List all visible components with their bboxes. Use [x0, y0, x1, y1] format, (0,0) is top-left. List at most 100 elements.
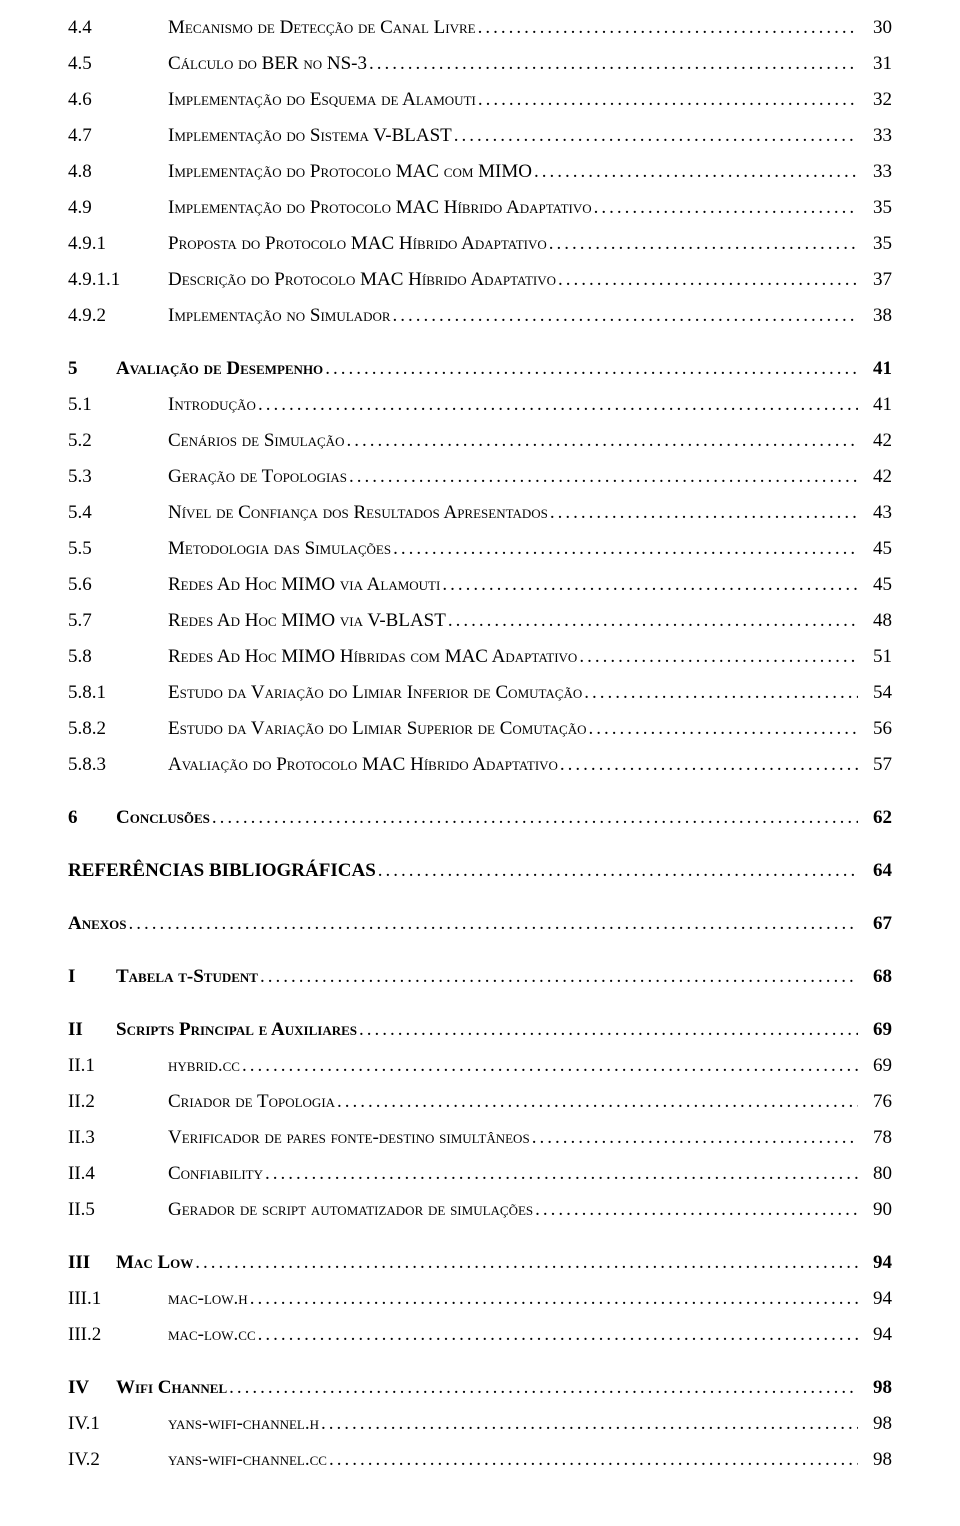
toc-entry-number: 5.6 — [68, 575, 154, 594]
toc-entry-number: 5.2 — [68, 431, 154, 450]
toc-entry-number: 5 — [68, 359, 102, 378]
toc-entry-page: 41 — [858, 395, 892, 414]
toc-entry-page: 90 — [858, 1200, 892, 1219]
toc-entry-page: 41 — [858, 359, 892, 378]
toc-entry: 4.6Implementação do Esquema de Alamouti.… — [68, 90, 892, 109]
toc-entry-title: Criador de Topologia — [168, 1092, 335, 1111]
toc-dot-leader: ........................................… — [558, 755, 858, 774]
toc-entry-number: IV.2 — [68, 1450, 154, 1469]
toc-entry-page: 56 — [858, 719, 892, 738]
toc-entry-number: 5.8.2 — [68, 719, 154, 738]
toc-entry-title: Implementação no Simulador — [168, 306, 391, 325]
toc-entry-title: Implementação do Protocolo MAC Híbrido A… — [168, 198, 592, 217]
toc-dot-leader: ........................................… — [323, 359, 858, 378]
toc-entry-page: 94 — [858, 1289, 892, 1308]
toc-entry-page: 80 — [858, 1164, 892, 1183]
toc-dot-leader: ........................................… — [193, 1253, 858, 1272]
toc-entry-number: 5.8.1 — [68, 683, 154, 702]
toc-entry-title: Tabela t-Student — [116, 967, 258, 986]
toc-entry-number: 4.9.2 — [68, 306, 154, 325]
toc-entry-page: 78 — [858, 1128, 892, 1147]
toc-entry: III Mac Low..............................… — [68, 1253, 892, 1272]
toc-entry-number: II.4 — [68, 1164, 154, 1183]
toc-entry-number: 4.9.1 — [68, 234, 154, 253]
toc-entry-title: hybrid.cc — [168, 1056, 240, 1075]
toc-entry-title: Implementação do Protocolo MAC com MIMO — [168, 162, 532, 181]
page-container: 4.4 Mecanismo de Detecção de Canal Livre.… — [0, 0, 960, 1526]
toc-entry-title: Descrição do Protocolo MAC Híbrido Adapt… — [168, 270, 556, 289]
toc-entry: 5.8Redes Ad Hoc MIMO Híbridas com MAC Ad… — [68, 647, 892, 666]
toc-dot-leader: ........................................… — [344, 431, 858, 450]
toc-dot-leader: ........................................… — [440, 575, 858, 594]
toc-dot-leader: ........................................… — [127, 914, 858, 933]
toc-entry-page: 69 — [858, 1020, 892, 1039]
toc-dot-leader: ........................................… — [476, 18, 858, 37]
toc-entry-title: Geração de Topologias — [168, 467, 347, 486]
toc-entry-number: II.3 — [68, 1128, 154, 1147]
toc-entry-number: 5.5 — [68, 539, 154, 558]
toc-entry-number: 4.8 — [68, 162, 154, 181]
toc-entry-number: III — [68, 1253, 102, 1272]
toc-entry-title: Implementação do Sistema V-BLAST — [168, 126, 452, 145]
toc-entry: 4.8 Implementação do Protocolo MAC com MI… — [68, 162, 892, 181]
toc-entry: IIScripts Principal e Auxiliares........… — [68, 1020, 892, 1039]
toc-entry-title: Wifi Channel — [116, 1378, 227, 1397]
toc-entry: 5.8.3Avaliação do Protocolo MAC Híbrido … — [68, 755, 892, 774]
toc-entry-page: 38 — [858, 306, 892, 325]
toc-entry-number: II — [68, 1020, 102, 1039]
toc-entry-page: 69 — [858, 1056, 892, 1075]
toc-dot-leader: ........................................… — [347, 467, 858, 486]
toc-entry-page: 35 — [858, 234, 892, 253]
toc-dot-leader: ........................................… — [367, 54, 858, 73]
toc-dot-leader: ........................................… — [582, 683, 858, 702]
toc-entry-page: 45 — [858, 575, 892, 594]
toc-entry-page: 35 — [858, 198, 892, 217]
toc-entry-title: Introdução — [168, 395, 256, 414]
toc-entry: 5.7Redes Ad Hoc MIMO via V-BLAST........… — [68, 611, 892, 630]
toc-dot-leader: ........................................… — [376, 861, 858, 880]
toc-entry: 5.8.1Estudo da Variação do Limiar Inferi… — [68, 683, 892, 702]
toc-dot-leader: ........................................… — [256, 395, 858, 414]
toc-entry-number: IV — [68, 1378, 102, 1397]
toc-entry-number: II.1 — [68, 1056, 154, 1075]
toc-dot-leader: ........................................… — [556, 270, 858, 289]
toc-entry-title: yans-wifi-channel.cc — [168, 1450, 327, 1469]
toc-entry-number: 5.8.3 — [68, 755, 154, 774]
toc-entry-title: Metodologia das Simulações — [168, 539, 391, 558]
toc-entry-title: REFERÊNCIAS BIBLIOGRÁFICAS — [68, 861, 376, 880]
toc-entry-page: 57 — [858, 755, 892, 774]
toc-entry-number: 4.4 — [68, 18, 154, 37]
toc-entry-number: 5.4 — [68, 503, 154, 522]
toc-entry: 4.9Implementação do Protocolo MAC Híbrid… — [68, 198, 892, 217]
toc-entry-title: Anexos — [68, 914, 127, 933]
toc-entry-page: 42 — [858, 467, 892, 486]
toc-entry: 6Conclusões.............................… — [68, 808, 892, 827]
toc-entry-title: Implementação do Esquema de Alamouti — [168, 90, 476, 109]
toc-dot-leader: ........................................… — [532, 162, 858, 181]
toc-dot-leader: ........................................… — [452, 126, 858, 145]
toc-entry-page: 48 — [858, 611, 892, 630]
toc-entry-page: 43 — [858, 503, 892, 522]
toc-entry-page: 37 — [858, 270, 892, 289]
toc-entry: 5.8.2Estudo da Variação do Limiar Superi… — [68, 719, 892, 738]
toc-dot-leader: ........................................… — [248, 1289, 858, 1308]
toc-entry-title: Gerador de script automatizador de simul… — [168, 1200, 533, 1219]
toc-dot-leader: ........................................… — [258, 967, 858, 986]
toc-entry-number: 4.9.1.1 — [68, 270, 154, 289]
toc-entry-page: 76 — [858, 1092, 892, 1111]
toc-dot-leader: ........................................… — [592, 198, 858, 217]
toc-entry-title: Mac Low — [116, 1253, 193, 1272]
toc-entry: 5.3Geração de Topologias................… — [68, 467, 892, 486]
toc-entry-title: Avaliação de Desempenho — [116, 359, 323, 378]
toc-entry-title: Redes Ad Hoc MIMO via V-BLAST — [168, 611, 446, 630]
toc-entry-title: Mecanismo de Detecção de Canal Livre — [168, 18, 476, 37]
toc-entry: 5.6Redes Ad Hoc MIMO via Alamouti.......… — [68, 575, 892, 594]
toc-entry-number: 6 — [68, 808, 102, 827]
toc-entry: 4.9.1.1 Descrição do Protocolo MAC Híbrid… — [68, 270, 892, 289]
toc-entry-title: Redes Ad Hoc MIMO Híbridas com MAC Adapt… — [168, 647, 577, 666]
toc-dot-leader: ........................................… — [530, 1128, 858, 1147]
toc-entry-page: 67 — [858, 914, 892, 933]
toc-entry-page: 32 — [858, 90, 892, 109]
toc-dot-leader: ........................................… — [548, 503, 858, 522]
toc-dot-leader: ........................................… — [547, 234, 858, 253]
